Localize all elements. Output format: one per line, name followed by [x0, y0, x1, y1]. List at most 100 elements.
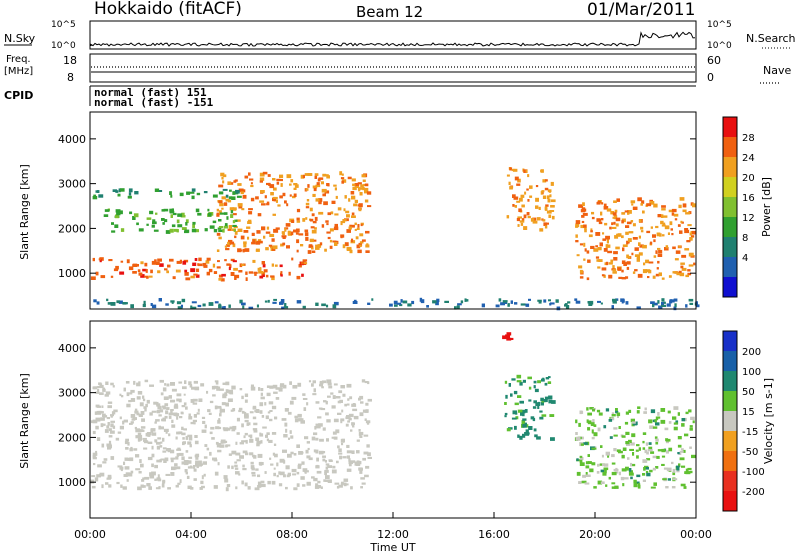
heat-cell: [596, 218, 601, 222]
heat-cell: [319, 438, 324, 442]
heat-cell: [511, 378, 516, 381]
heat-cell: [622, 247, 625, 252]
heat-cell: [202, 420, 206, 424]
heat-cell: [296, 444, 300, 448]
heat-cell: [275, 387, 280, 390]
heat-cell: [516, 183, 521, 186]
heat-cell: [351, 450, 355, 454]
heat-cell: [360, 401, 364, 404]
heat-cell: [679, 457, 685, 461]
heat-cell: [234, 464, 238, 468]
heat-cell: [251, 471, 256, 475]
heat-cell: [626, 266, 630, 270]
heat-cell: [337, 400, 341, 404]
heat-cell: [280, 271, 283, 275]
heat-cell: [608, 419, 613, 422]
heat-cell: [202, 461, 207, 465]
heat-cell: [125, 447, 129, 450]
power-ytick-label: 4000: [58, 133, 86, 146]
heat-cell: [238, 409, 242, 413]
heat-cell: [230, 258, 235, 262]
heat-cell: [517, 178, 521, 183]
heat-cell: [600, 218, 604, 221]
heat-cell: [147, 456, 153, 461]
heat-cell: [253, 430, 258, 433]
colorbar-tick-label: 28: [742, 133, 755, 144]
heat-cell: [530, 218, 535, 222]
heat-cell: [533, 400, 537, 404]
heat-cell: [354, 462, 358, 466]
heat-cell: [331, 469, 337, 474]
heat-cell: [359, 431, 364, 436]
heat-cell: [330, 211, 334, 215]
heat-cell: [92, 196, 98, 200]
heat-cell: [609, 226, 612, 230]
heat-cell: [115, 214, 119, 219]
heat-cell: [176, 301, 182, 305]
heat-cell: [583, 224, 587, 228]
heat-cell: [334, 223, 338, 228]
heat-cell: [527, 376, 532, 380]
heat-cell: [593, 486, 597, 489]
heat-cell: [550, 437, 555, 441]
heat-cell: [325, 412, 329, 416]
heat-cell: [657, 300, 660, 304]
heat-cell: [611, 454, 615, 458]
velocity-heatmap: [90, 332, 696, 492]
heat-cell: [584, 228, 587, 233]
heat-cell: [644, 449, 648, 454]
heat-cell: [529, 185, 533, 189]
heat-cell: [156, 261, 160, 265]
heat-cell: [667, 232, 670, 235]
heat-cell: [158, 298, 162, 302]
heat-cell: [265, 434, 268, 438]
heat-cell: [222, 188, 228, 191]
heat-cell: [155, 487, 160, 490]
heat-cell: [608, 274, 613, 279]
heat-cell: [298, 233, 304, 236]
heat-cell: [149, 210, 154, 215]
heat-cell: [192, 465, 196, 469]
heat-cell: [645, 269, 651, 273]
heat-cell: [611, 471, 617, 476]
heat-cell: [648, 446, 653, 450]
heat-cell: [125, 381, 130, 384]
heat-cell: [242, 194, 247, 199]
heat-cell: [341, 180, 344, 184]
heat-cell: [636, 306, 641, 310]
heat-cell: [304, 436, 309, 440]
heat-cell: [192, 262, 197, 266]
heat-cell: [282, 242, 286, 246]
heat-cell: [354, 228, 357, 231]
heat-cell: [121, 395, 124, 398]
heat-cell: [96, 301, 100, 305]
heat-cell: [579, 276, 584, 279]
heat-cell: [325, 475, 330, 479]
heat-cell: [681, 465, 686, 468]
heat-cell: [364, 381, 369, 384]
heat-cell: [234, 219, 238, 222]
heat-cell: [239, 299, 243, 304]
heat-cell: [224, 212, 228, 215]
heat-cell: [327, 212, 331, 216]
heat-cell: [294, 415, 298, 419]
heat-cell: [149, 384, 154, 387]
heat-cell: [283, 434, 288, 438]
heat-cell: [206, 271, 210, 276]
heat-cell: [235, 486, 238, 490]
heat-cell: [354, 461, 358, 465]
heat-cell: [99, 259, 102, 263]
heat-cell: [239, 455, 244, 459]
heat-cell: [344, 242, 349, 247]
heat-cell: [192, 419, 197, 423]
heat-cell: [232, 425, 237, 430]
freq-tick-top: 18: [63, 54, 77, 67]
heat-cell: [653, 203, 658, 208]
heat-cell: [576, 254, 580, 257]
heat-cell: [365, 244, 370, 248]
heat-cell: [251, 467, 255, 471]
heat-cell: [508, 181, 511, 186]
heat-cell: [162, 405, 166, 408]
heat-cell: [638, 235, 641, 239]
heat-cell: [537, 405, 540, 409]
